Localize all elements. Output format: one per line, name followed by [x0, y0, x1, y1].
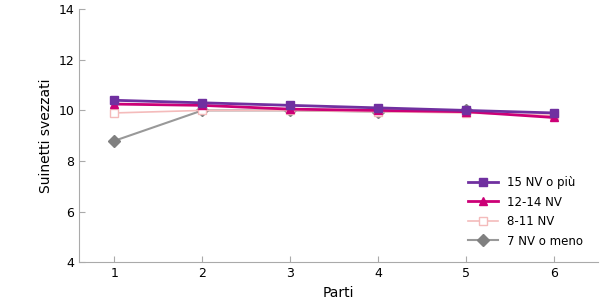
Line: 8-11 NV: 8-11 NV [110, 106, 558, 120]
7 NV o meno [287, 109, 294, 112]
12-14 NV [550, 116, 558, 119]
12-14 NV [375, 109, 382, 112]
15 NV o più [550, 111, 558, 115]
Line: 15 NV o più: 15 NV o più [110, 96, 558, 117]
7 NV o meno [375, 110, 382, 113]
15 NV o più [462, 109, 470, 112]
12-14 NV [287, 107, 294, 111]
12-14 NV [462, 110, 470, 113]
8-11 NV [550, 114, 558, 117]
7 NV o meno [462, 109, 470, 112]
Legend: 15 NV o più, 12-14 NV, 8-11 NV, 7 NV o meno: 15 NV o più, 12-14 NV, 8-11 NV, 7 NV o m… [465, 173, 587, 251]
8-11 NV [462, 111, 470, 115]
12-14 NV [111, 102, 118, 106]
15 NV o più [375, 106, 382, 110]
Y-axis label: Suinetti svezzati: Suinetti svezzati [39, 78, 53, 193]
15 NV o più [199, 101, 206, 105]
15 NV o più [287, 103, 294, 107]
X-axis label: Parti: Parti [323, 286, 354, 300]
8-11 NV [199, 109, 206, 112]
7 NV o meno [111, 139, 118, 143]
8-11 NV [375, 110, 382, 113]
15 NV o più [111, 99, 118, 102]
12-14 NV [199, 103, 206, 107]
7 NV o meno [199, 109, 206, 112]
Line: 12-14 NV: 12-14 NV [110, 100, 558, 122]
8-11 NV [287, 109, 294, 112]
Line: 7 NV o meno: 7 NV o meno [110, 106, 470, 145]
8-11 NV [111, 111, 118, 115]
